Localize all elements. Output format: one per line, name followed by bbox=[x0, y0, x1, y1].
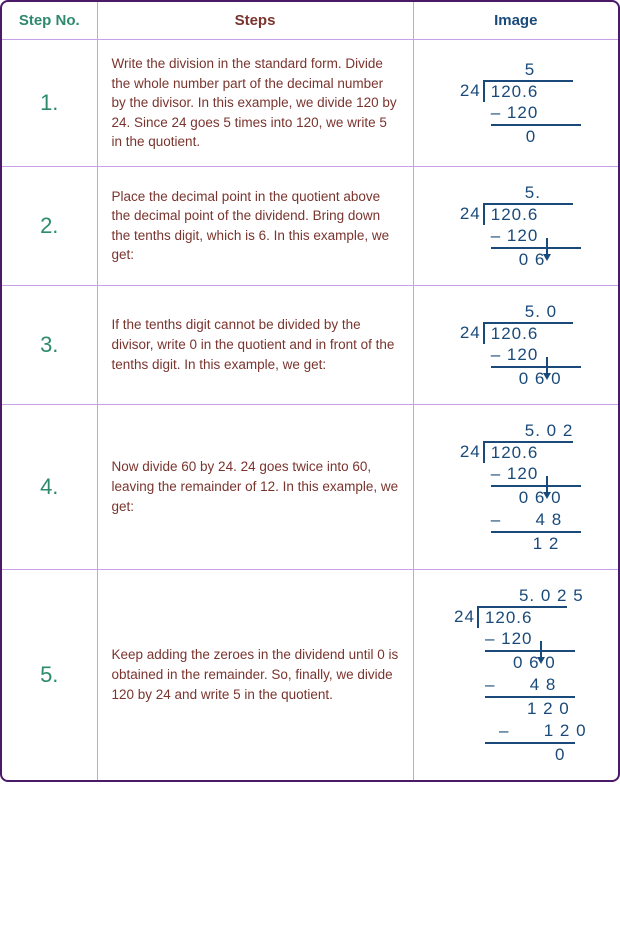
header-step-no: Step No. bbox=[2, 2, 97, 40]
step-image: 524120.6– 1200 bbox=[413, 40, 618, 167]
step-description: Now divide 60 by 24. 24 goes twice into … bbox=[97, 404, 413, 569]
table-row: 1.Write the division in the standard for… bbox=[2, 40, 618, 167]
long-division: 5. 024120.6– 1200 6 0 bbox=[451, 300, 581, 390]
long-division: 5.24120.6– 1200 6 bbox=[451, 181, 581, 271]
step-number: 2. bbox=[2, 166, 97, 285]
table-row: 5.Keep adding the zeroes in the dividend… bbox=[2, 569, 618, 780]
steps-table-container: Step No. Steps Image 1.Write the divisio… bbox=[0, 0, 620, 782]
long-division: 524120.6– 1200 bbox=[451, 58, 581, 148]
step-image: 5.24120.6– 1200 6 bbox=[413, 166, 618, 285]
step-number: 5. bbox=[2, 569, 97, 780]
step-number: 1. bbox=[2, 40, 97, 167]
table-row: 2.Place the decimal point in the quotien… bbox=[2, 166, 618, 285]
header-steps: Steps bbox=[97, 2, 413, 40]
table-row: 4.Now divide 60 by 24. 24 goes twice int… bbox=[2, 404, 618, 569]
step-description: If the tenths digit cannot be divided by… bbox=[97, 285, 413, 404]
step-image: 5. 024120.6– 1200 6 0 bbox=[413, 285, 618, 404]
table-row: 3.If the tenths digit cannot be divided … bbox=[2, 285, 618, 404]
step-description: Place the decimal point in the quotient … bbox=[97, 166, 413, 285]
header-image: Image bbox=[413, 2, 618, 40]
step-image: 5. 0 224120.6– 1200 6 0– 4 81 2 bbox=[413, 404, 618, 569]
step-number: 3. bbox=[2, 285, 97, 404]
step-description: Keep adding the zeroes in the dividend u… bbox=[97, 569, 413, 780]
step-number: 4. bbox=[2, 404, 97, 569]
long-division: 5. 0 2 524120.6– 1200 6 0– 4 81 2 0– 1 2… bbox=[445, 584, 587, 766]
long-division: 5. 0 224120.6– 1200 6 0– 4 81 2 bbox=[451, 419, 581, 555]
header-row: Step No. Steps Image bbox=[2, 2, 618, 40]
step-description: Write the division in the standard form.… bbox=[97, 40, 413, 167]
steps-table: Step No. Steps Image 1.Write the divisio… bbox=[2, 2, 618, 780]
step-image: 5. 0 2 524120.6– 1200 6 0– 4 81 2 0– 1 2… bbox=[413, 569, 618, 780]
